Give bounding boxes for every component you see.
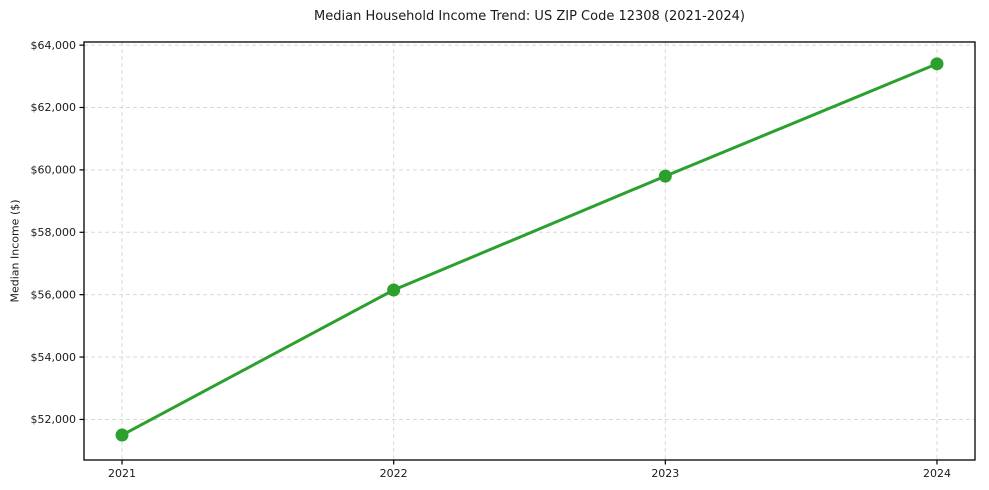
x-tick-label: 2024 <box>923 467 951 480</box>
x-tick-label: 2021 <box>108 467 136 480</box>
data-point-marker <box>658 169 672 183</box>
x-tick-label: 2022 <box>380 467 408 480</box>
data-point-marker <box>387 283 401 297</box>
y-tick-label: $58,000 <box>31 226 77 239</box>
y-tick-label: $54,000 <box>31 351 77 364</box>
y-tick-label: $64,000 <box>31 39 77 52</box>
income-trend-line <box>120 62 939 437</box>
y-tick-label: $56,000 <box>31 288 77 301</box>
y-tick-label: $60,000 <box>31 164 77 177</box>
data-point-marker <box>930 57 944 71</box>
chart-title: Median Household Income Trend: US ZIP Co… <box>314 9 745 24</box>
data-point-marker <box>115 428 129 442</box>
y-tick-label: $52,000 <box>31 413 77 426</box>
axes-spines <box>83 41 976 461</box>
y-tick-label: $62,000 <box>31 101 77 114</box>
x-tick-label: 2023 <box>651 467 679 480</box>
